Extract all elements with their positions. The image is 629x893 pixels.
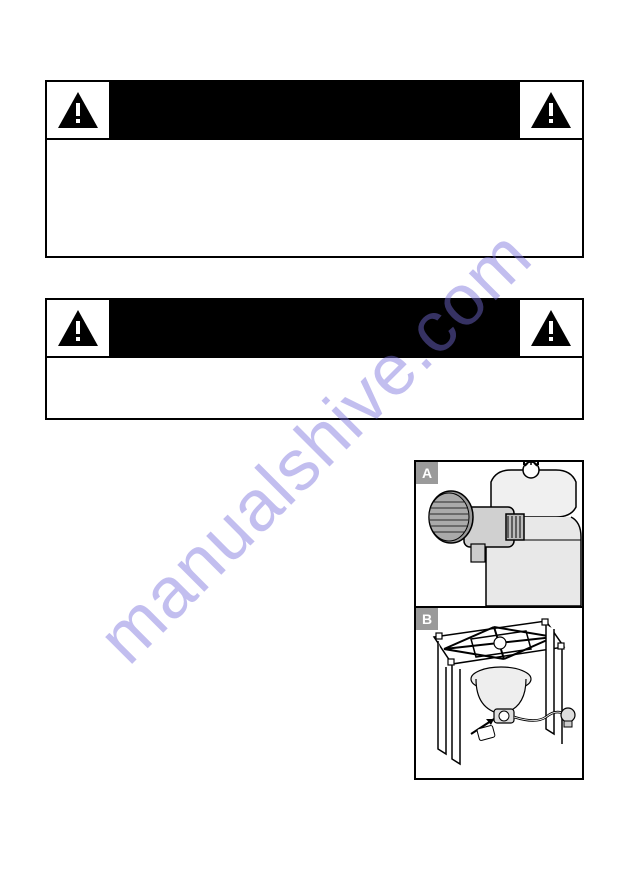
warning-title-cell-2 xyxy=(109,300,520,358)
warning-header-1 xyxy=(47,82,582,140)
lower-section: A xyxy=(45,460,584,780)
warning-box-1 xyxy=(45,80,584,258)
warning-triangle-icon xyxy=(56,308,100,348)
warning-triangle-icon xyxy=(529,90,573,130)
figure-b: B xyxy=(414,608,584,780)
warning-icon-cell-right-2 xyxy=(520,300,582,358)
warning-body-1 xyxy=(47,140,582,256)
lower-left-column xyxy=(45,460,414,780)
warning-triangle-icon xyxy=(529,308,573,348)
page-content: A xyxy=(0,0,629,820)
figure-a-label: A xyxy=(416,462,438,484)
warning-triangle-icon xyxy=(56,90,100,130)
warning-icon-cell-left-1 xyxy=(47,82,109,140)
warning-body-2 xyxy=(47,358,582,418)
warning-icon-cell-left-2 xyxy=(47,300,109,358)
warning-icon-cell-right-1 xyxy=(520,82,582,140)
warning-header-2 xyxy=(47,300,582,358)
figure-a-illustration xyxy=(416,462,582,606)
figure-a: A xyxy=(414,460,584,608)
warning-title-cell-1 xyxy=(109,82,520,140)
figure-b-label: B xyxy=(416,608,438,630)
lower-right-column: A xyxy=(414,460,584,780)
warning-box-2 xyxy=(45,298,584,420)
figure-b-illustration xyxy=(416,608,582,778)
